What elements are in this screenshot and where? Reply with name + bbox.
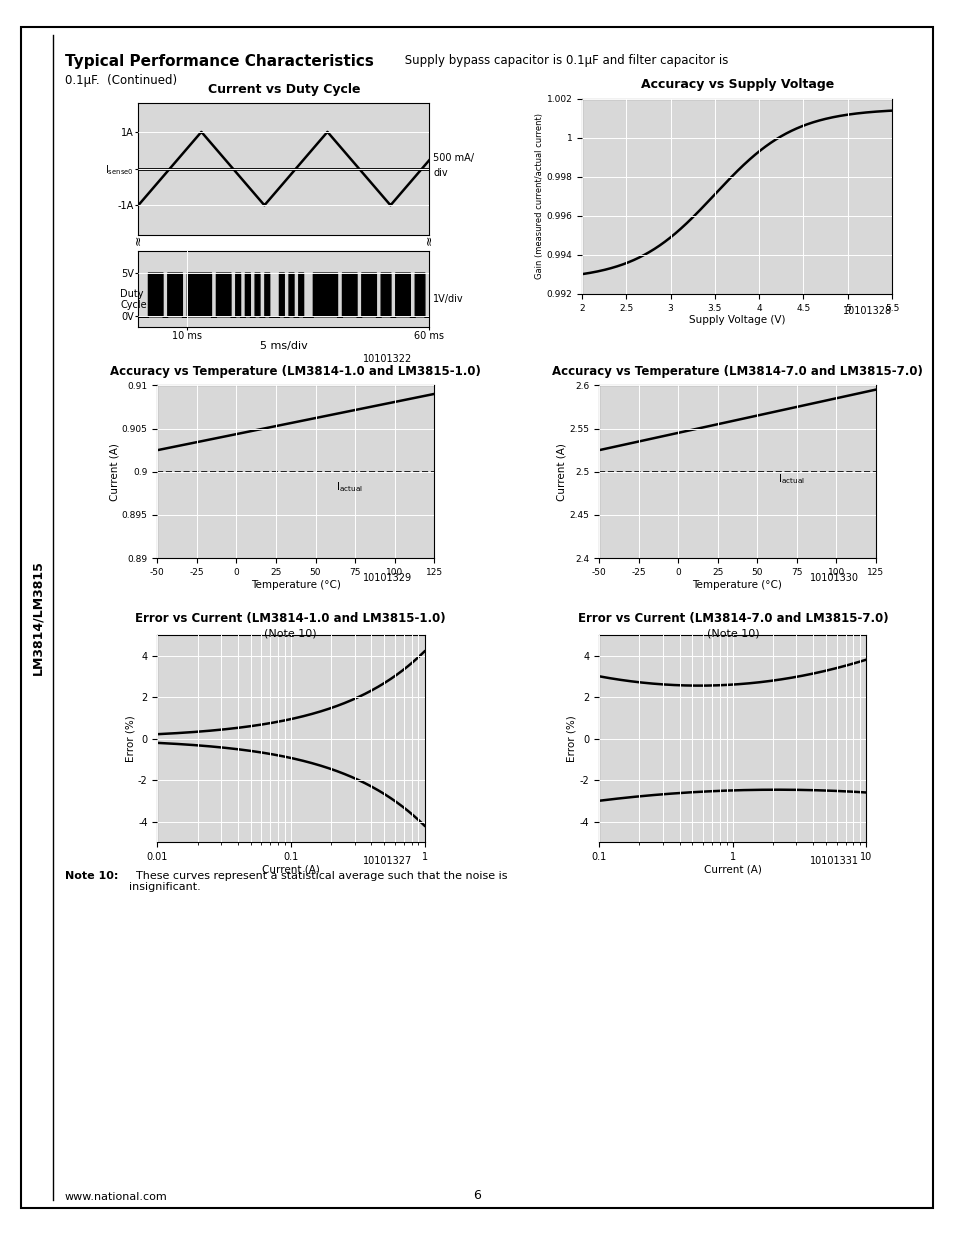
- Text: Duty: Duty: [120, 289, 144, 299]
- Text: 10101331: 10101331: [809, 856, 858, 866]
- Text: Accuracy vs Supply Voltage: Accuracy vs Supply Voltage: [640, 78, 833, 91]
- Text: 10101330: 10101330: [809, 573, 858, 583]
- Text: I$_{\mathrm{actual}}$: I$_{\mathrm{actual}}$: [335, 480, 362, 494]
- X-axis label: Current (A): Current (A): [262, 864, 319, 874]
- Text: 10101322: 10101322: [362, 354, 412, 364]
- Text: Note 10:: Note 10:: [65, 871, 118, 881]
- Text: LM3814/LM3815: LM3814/LM3815: [31, 559, 45, 676]
- Text: 10101328: 10101328: [842, 306, 891, 316]
- Text: Error vs Current (LM3814-7.0 and LM3815-7.0): Error vs Current (LM3814-7.0 and LM3815-…: [578, 611, 888, 625]
- Text: ≈: ≈: [132, 235, 145, 245]
- Text: ≈: ≈: [422, 235, 436, 245]
- Text: These curves represent a statistical average such that the noise is
insignifican: These curves represent a statistical ave…: [129, 871, 507, 892]
- Text: Current vs Duty Cycle: Current vs Duty Cycle: [208, 83, 360, 96]
- X-axis label: Temperature (°C): Temperature (°C): [251, 579, 340, 590]
- Text: Accuracy vs Temperature (LM3814-1.0 and LM3815-1.0): Accuracy vs Temperature (LM3814-1.0 and …: [111, 364, 480, 378]
- Y-axis label: Error (%): Error (%): [566, 715, 577, 762]
- Text: 6: 6: [473, 1188, 480, 1202]
- Text: (Note 10): (Note 10): [263, 629, 316, 638]
- Y-axis label: Error (%): Error (%): [125, 715, 135, 762]
- Text: 500 mA/: 500 mA/: [433, 153, 474, 163]
- Y-axis label: Gain (measured current/actual current): Gain (measured current/actual current): [534, 114, 543, 279]
- Text: 1V/div: 1V/div: [433, 294, 463, 304]
- Text: (Note 10): (Note 10): [706, 629, 760, 638]
- Text: 10101327: 10101327: [362, 856, 412, 866]
- Text: Cycle: Cycle: [120, 300, 147, 310]
- X-axis label: Temperature (°C): Temperature (°C): [692, 579, 781, 590]
- Text: Supply bypass capacitor is 0.1μF and filter capacitor is: Supply bypass capacitor is 0.1μF and fil…: [400, 54, 727, 68]
- Text: 10101329: 10101329: [363, 573, 412, 583]
- Text: I$_{\mathrm{actual}}$: I$_{\mathrm{actual}}$: [777, 473, 803, 487]
- Text: div: div: [433, 168, 447, 178]
- Text: Typical Performance Characteristics: Typical Performance Characteristics: [65, 54, 374, 69]
- Text: Accuracy vs Temperature (LM3814-7.0 and LM3815-7.0): Accuracy vs Temperature (LM3814-7.0 and …: [552, 364, 922, 378]
- Text: Error vs Current (LM3814-1.0 and LM3815-1.0): Error vs Current (LM3814-1.0 and LM3815-…: [134, 611, 445, 625]
- X-axis label: Current (A): Current (A): [703, 864, 760, 874]
- Y-axis label: Current (A): Current (A): [109, 443, 119, 500]
- Text: 0.1μF.  (Continued): 0.1μF. (Continued): [65, 74, 177, 88]
- Text: www.national.com: www.national.com: [65, 1192, 168, 1202]
- X-axis label: Supply Voltage (V): Supply Voltage (V): [688, 315, 784, 326]
- Text: 5 ms/div: 5 ms/div: [260, 341, 308, 351]
- Y-axis label: Current (A): Current (A): [556, 443, 566, 500]
